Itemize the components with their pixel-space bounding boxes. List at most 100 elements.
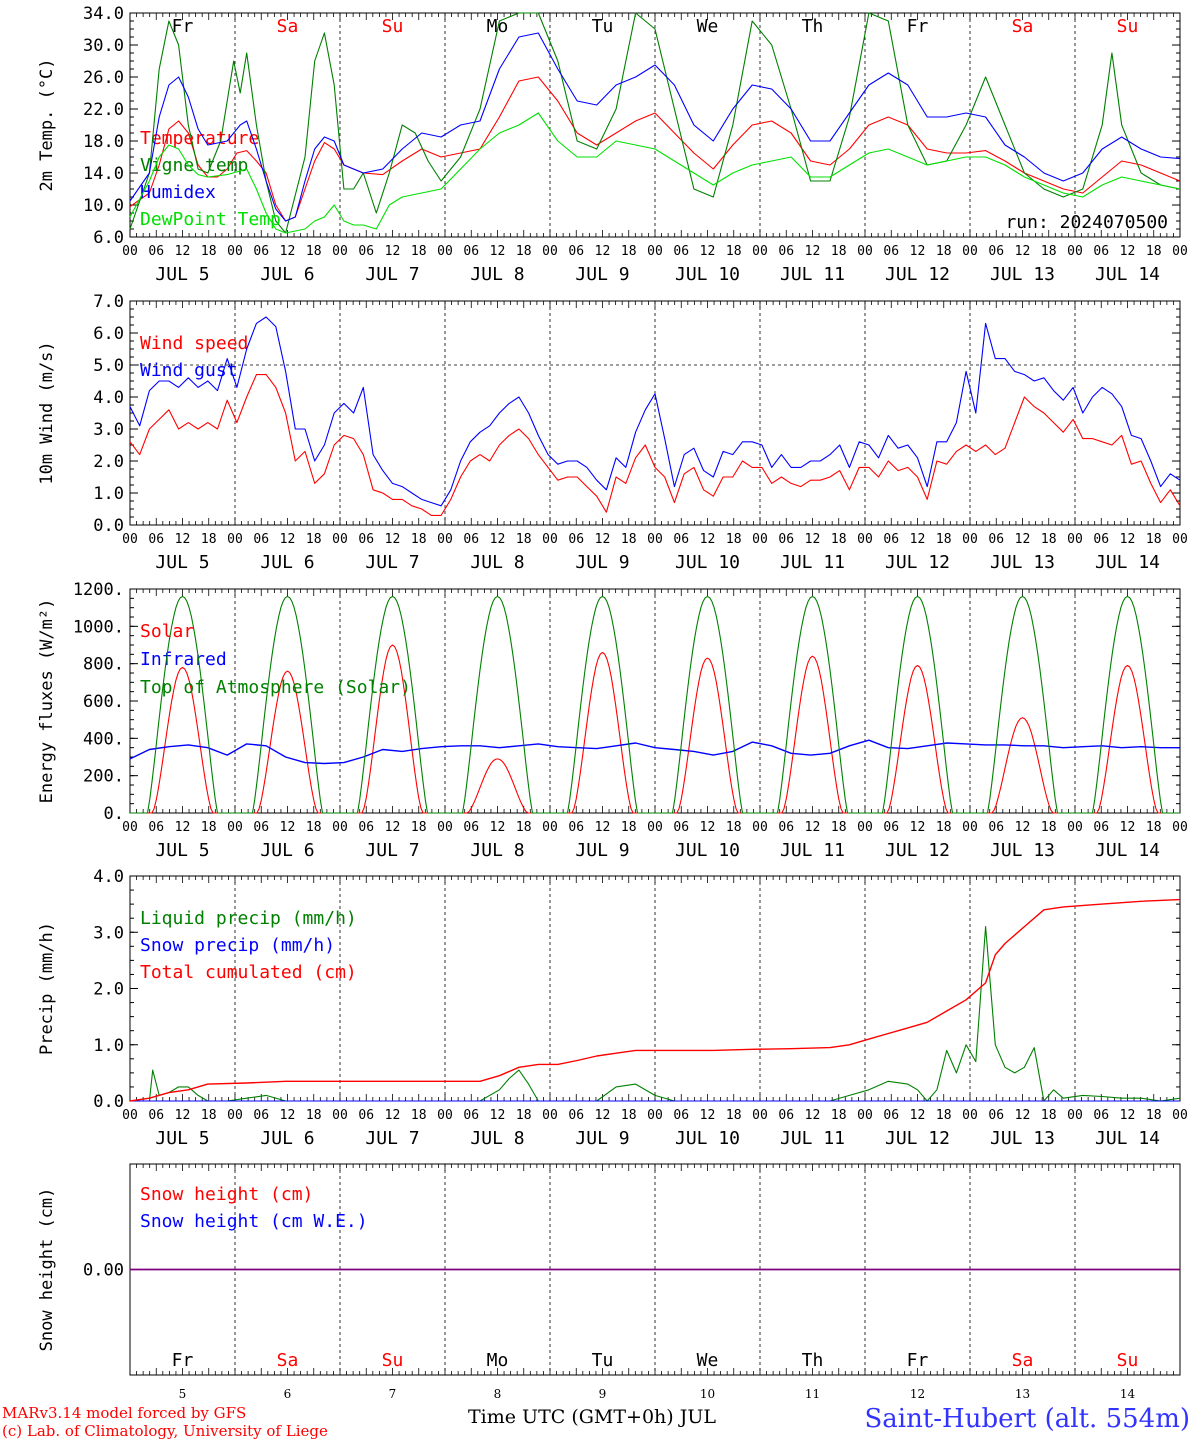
day-abbr-label: Sa: [1012, 16, 1034, 37]
date-label: JUL 11: [780, 1128, 845, 1149]
date-label: JUL 5: [155, 1128, 209, 1149]
hour-tick-label: 12: [1015, 1108, 1031, 1123]
hour-tick-label: 06: [358, 532, 374, 547]
hour-tick-label: 06: [253, 1108, 269, 1123]
hour-tick-label: 12: [1120, 1108, 1136, 1123]
hour-tick-label: 12: [805, 1108, 821, 1123]
series-line-dewpoint-temp: [129, 112, 1181, 234]
hour-tick-label: 12: [910, 1108, 926, 1123]
hour-tick-label: 12: [700, 244, 716, 259]
hour-tick-label: 00: [857, 820, 873, 835]
hour-tick-label: 18: [306, 1108, 322, 1123]
hour-tick-label: 00: [227, 532, 243, 547]
date-label: JUL 10: [675, 1128, 740, 1149]
hour-tick-label: 12: [805, 820, 821, 835]
hour-tick-label: 18: [201, 532, 217, 547]
run-annotation: run: 2024070500: [1005, 212, 1168, 233]
date-label: JUL 7: [365, 840, 419, 861]
date-label: JUL 5: [155, 552, 209, 573]
y-tick-label: 1.0: [93, 1036, 124, 1056]
day-number-label: 12: [910, 1387, 925, 1401]
hour-tick-label: 12: [910, 820, 926, 835]
legend-entry: Snow height (cm W.E.): [140, 1211, 368, 1232]
date-label: JUL 8: [470, 264, 524, 285]
day-abbr-label: Mo: [487, 16, 509, 37]
hour-tick-label: 00: [752, 532, 768, 547]
hour-tick-label: 18: [831, 1108, 847, 1123]
hour-tick-label: 12: [385, 532, 401, 547]
hour-tick-label: 00: [437, 820, 453, 835]
date-label: JUL 12: [885, 264, 950, 285]
hour-tick-label: 06: [358, 244, 374, 259]
hour-tick-label: 18: [1146, 532, 1162, 547]
hour-tick-label: 12: [175, 532, 191, 547]
legend-entry: Infrared: [140, 649, 227, 670]
hour-tick-label: 18: [726, 1108, 742, 1123]
hour-tick-label: 18: [306, 820, 322, 835]
hour-tick-label: 12: [490, 1108, 506, 1123]
date-label: JUL 10: [675, 840, 740, 861]
hour-tick-label: 12: [595, 244, 611, 259]
date-label: JUL 9: [575, 1128, 629, 1149]
hour-tick-label: 18: [1146, 244, 1162, 259]
hour-tick-label: 06: [568, 532, 584, 547]
hour-tick-label: 06: [673, 244, 689, 259]
hour-tick-label: 12: [1015, 820, 1031, 835]
panel-wind: 0.0 1.0 2.0 3.0 4.0 5.0 6.0 7.0 10m Wind (m/s) Wi…: [37, 292, 1188, 573]
hour-tick-label: 06: [253, 820, 269, 835]
hour-tick-label: 06: [253, 244, 269, 259]
hour-tick-label: 18: [726, 820, 742, 835]
hour-tick-label: 18: [936, 532, 952, 547]
y-tick-label: 1000.: [73, 617, 124, 637]
panel-frame: [129, 588, 1181, 814]
series-line-humidex: [129, 32, 1181, 222]
lab-credit: (c) Lab. of Climatology, University of L…: [2, 1422, 328, 1440]
hour-tick-label: 00: [122, 532, 138, 547]
hour-tick-label: 00: [1067, 820, 1083, 835]
day-abbr-label: Fr: [907, 1350, 929, 1371]
y-tick-label: 14.0: [83, 164, 124, 184]
date-label: JUL 13: [990, 552, 1055, 573]
hour-tick-label: 06: [778, 532, 794, 547]
date-label: JUL 7: [365, 264, 419, 285]
y-tick-label: 400.: [83, 729, 124, 749]
hour-tick-label: 06: [778, 820, 794, 835]
hour-tick-label: 06: [148, 532, 164, 547]
model-credit: MARv3.14 model forced by GFS: [2, 1404, 246, 1422]
y-tick-label: 4.0: [93, 867, 124, 887]
hour-tick-label: 18: [621, 532, 637, 547]
hour-tick-label: 06: [988, 244, 1004, 259]
date-label: JUL 7: [365, 1128, 419, 1149]
date-label: JUL 12: [885, 552, 950, 573]
y-tick-label: 0.00: [83, 1261, 124, 1281]
date-label: JUL 11: [780, 552, 845, 573]
hour-tick-label: 00: [1172, 820, 1188, 835]
hour-tick-label: 18: [1041, 244, 1057, 259]
day-abbr-label: Sa: [1012, 1350, 1034, 1371]
hour-tick-label: 00: [227, 1108, 243, 1123]
hour-tick-label: 12: [595, 820, 611, 835]
hour-tick-label: 00: [1172, 1108, 1188, 1123]
bottom-axis: Fr 5 Sa 6 Su 7 Mo 8 Tu 9 We 10 Th 11 Fr 12 Sa 13 Su 14: [172, 1350, 1139, 1401]
hour-tick-label: 00: [332, 820, 348, 835]
legend-entry: Liquid precip (mm/h): [140, 908, 357, 929]
date-label: JUL 13: [990, 264, 1055, 285]
day-number-label: 7: [389, 1387, 397, 1401]
hour-tick-label: 06: [1093, 1108, 1109, 1123]
hour-tick-label: 00: [332, 244, 348, 259]
legend-entry: Top of Atmosphere (Solar): [140, 677, 411, 698]
day-abbr-label: Th: [802, 16, 824, 37]
hour-tick-label: 06: [883, 820, 899, 835]
hour-tick-label: 12: [1120, 532, 1136, 547]
hour-tick-label: 18: [621, 244, 637, 259]
hour-tick-label: 12: [805, 532, 821, 547]
hour-tick-label: 00: [332, 532, 348, 547]
hour-tick-label: 18: [201, 1108, 217, 1123]
series-line-top-of-atmosphere-solar-: [130, 595, 1180, 814]
hour-tick-label: 00: [647, 244, 663, 259]
y-axis-label: 2m Temp. (°C): [37, 58, 57, 191]
date-label: JUL 5: [155, 840, 209, 861]
date-label: JUL 6: [260, 1128, 314, 1149]
hour-tick-label: 12: [1015, 532, 1031, 547]
date-label: JUL 11: [780, 840, 845, 861]
